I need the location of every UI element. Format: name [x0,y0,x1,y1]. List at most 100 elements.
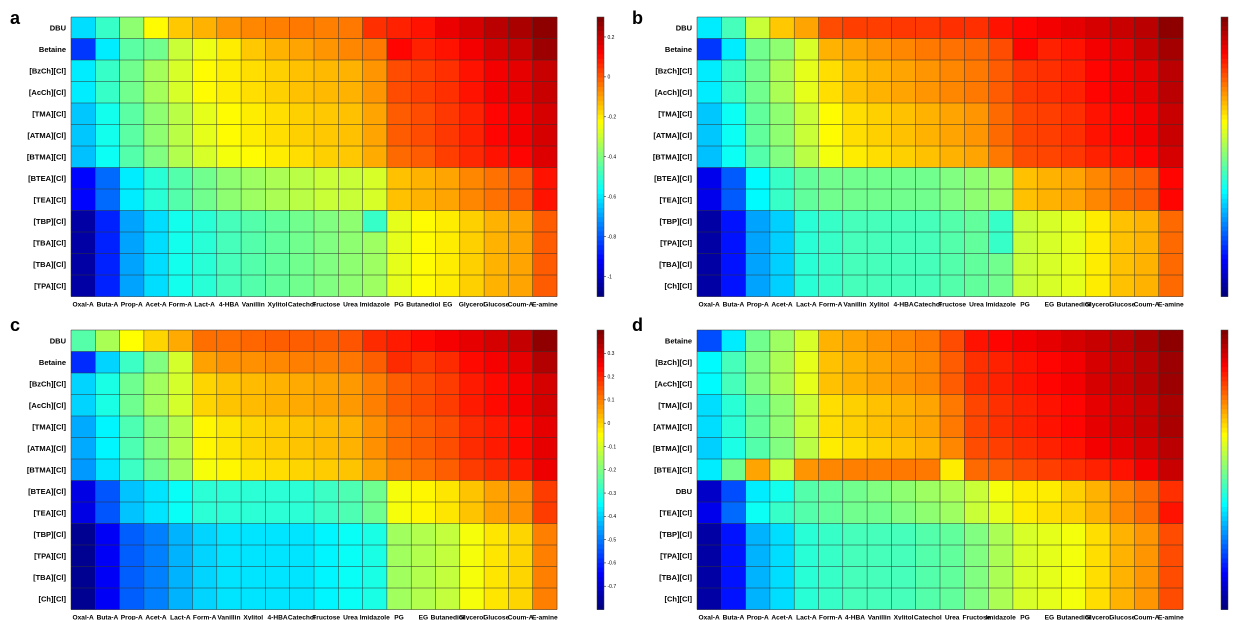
column-label: Coum-A [508,302,534,309]
heatmap-cell [891,38,916,61]
heatmap-panel-c: c DBU Betaine [BzCh][Cl] [AcCh][Cl] [TMA][Cl]… [10,315,616,620]
heatmap-cell [697,480,722,503]
column-label: Xylitol [894,615,914,620]
heatmap-cell [289,17,315,39]
heatmap-cell [338,502,363,524]
heatmap-cell [459,38,485,61]
heatmap-cell [192,253,218,276]
heatmap-cell [71,253,96,276]
colorbar-segment [597,138,604,144]
column-label: Fructose [312,302,340,309]
heatmap-cell [1134,60,1159,82]
colorbar-segment [597,558,604,564]
column-label: Imidazole [986,615,1016,620]
heatmap-cell [71,459,96,481]
heatmap-cell [964,146,989,168]
column-label: Catechol [914,302,942,309]
colorbar-segment [597,263,604,269]
heatmap-cell [216,459,242,481]
heatmap-cell [988,275,1014,297]
heatmap-cell [435,523,461,546]
row-label: [AcCh][Cl] [655,380,693,389]
heatmap-cell [988,210,1014,233]
heatmap-cell [1085,502,1111,524]
heatmap-cell [265,459,290,481]
heatmap-cell [818,146,844,168]
heatmap-cell [1158,81,1184,104]
heatmap-cell [721,210,746,233]
heatmap-cell [1012,394,1038,417]
heatmap-cell [964,81,989,104]
heatmap-cell [697,189,722,211]
heatmap-cell [1085,81,1111,104]
colorbar-segment [1221,226,1228,232]
heatmap-cell [532,253,558,276]
heatmap-cell [289,232,315,254]
heatmap-cell [386,275,412,297]
heatmap-cell [988,459,1014,481]
heatmap-cell [1134,253,1159,276]
row-label: [TBP][Cl] [660,217,693,226]
heatmap-cell [532,146,558,168]
colorbar-segment [1221,30,1228,37]
colorbar-segment [1221,334,1228,340]
row-label: [TMA][Cl] [32,423,66,432]
heatmap-cell [794,38,819,61]
heatmap-cell [769,373,795,395]
heatmap-cell [192,437,218,460]
heatmap-cell [168,17,193,39]
heatmap-cell [338,189,363,211]
row-label: DBU [676,487,692,496]
heatmap-cell [1061,210,1087,233]
colorbar-segment [597,334,604,340]
heatmap-cell [1085,416,1111,438]
heatmap-cell [794,373,819,395]
heatmap-cell [265,566,290,589]
heatmap-cell [842,167,868,190]
heatmap-cell [484,81,509,104]
heatmap-cell [71,480,96,503]
column-label: Vanillin [843,302,866,309]
heatmap-cell [168,588,193,610]
heatmap-cell [891,146,916,168]
heatmap-cell [459,275,485,297]
heatmap-cell [314,103,339,125]
heatmap-cell [314,275,339,297]
heatmap-cell [769,523,795,546]
colorbar-segment [1221,277,1228,283]
heatmap-cell [818,60,844,82]
colorbar-segment [1221,254,1228,260]
heatmap-cell [891,232,916,254]
heatmap-cell [265,416,290,438]
column-label: Glucose [483,615,509,620]
heatmap-cell [794,146,819,168]
heatmap-cell [71,124,96,147]
heatmap-cell [338,459,363,481]
colorbar-segment [1221,437,1228,443]
heatmap-cell [265,545,290,567]
heatmap-cell [386,210,412,233]
heatmap-cell [484,394,509,417]
heatmap-cell [241,480,266,503]
heatmap-cell [265,38,290,61]
colorbar-segment [597,348,604,354]
column-label: Oxal-A [73,615,94,620]
heatmap-cell [1134,545,1159,567]
heatmap-cell [119,210,145,233]
heatmap-cell [721,459,746,481]
colorbar-tick-label: -0.7 [608,584,617,590]
heatmap-cell [95,38,120,61]
heatmap-cell [216,17,242,39]
colorbar-segment [597,441,604,447]
heatmap-cell [216,588,242,610]
heatmap-cell [119,459,145,481]
heatmap-cell [1037,566,1062,589]
heatmap-cell [745,351,771,374]
heatmap-cell [867,373,892,395]
heatmap-cell [119,232,145,254]
heatmap-cell [314,210,339,233]
heatmap-cell [314,545,339,567]
heatmap-cell [143,210,169,233]
heatmap-cell [216,60,242,82]
colorbar-segment [1221,586,1228,592]
